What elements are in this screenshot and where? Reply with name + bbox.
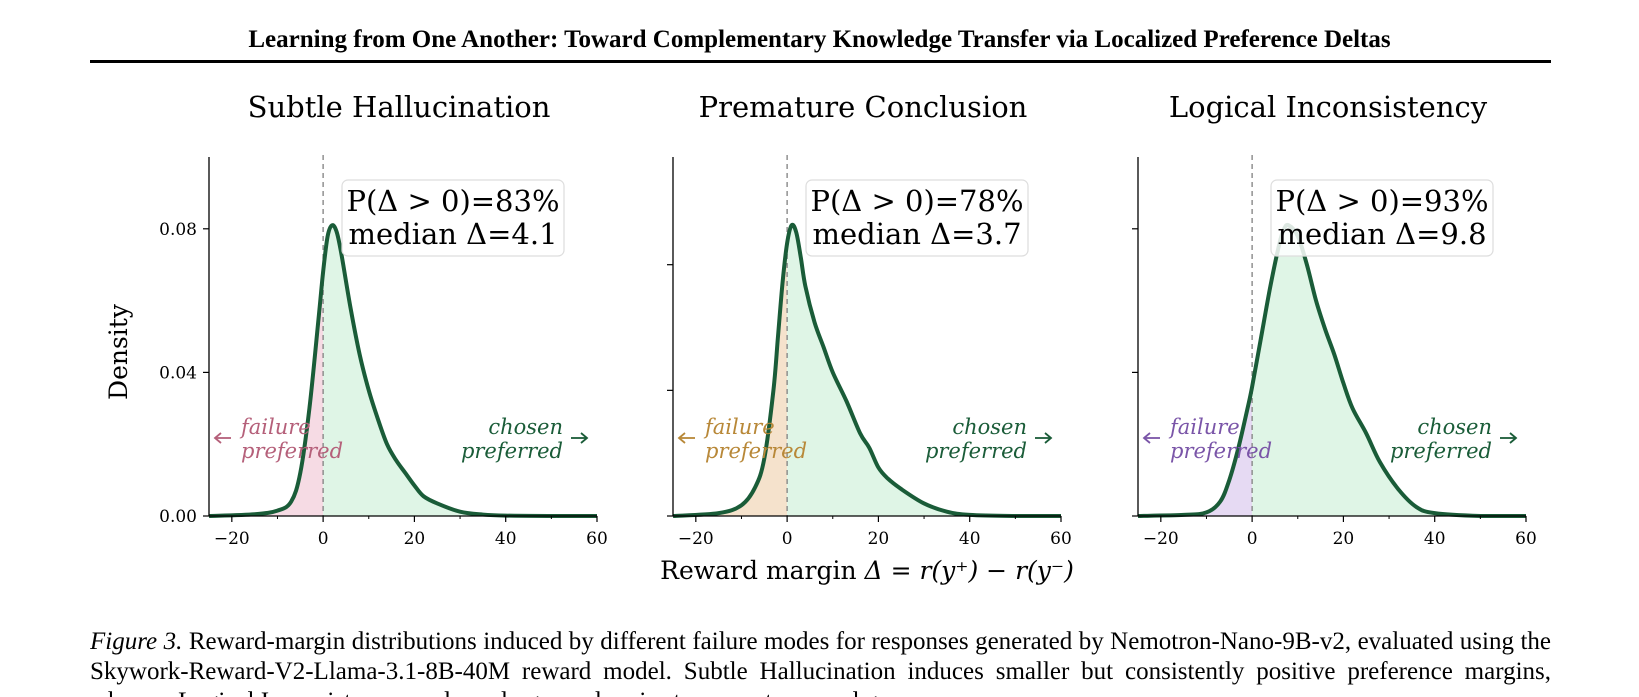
- annotation-median: median Δ=9.8: [1277, 217, 1486, 251]
- x-tick-label: −20: [678, 529, 714, 549]
- annotation-probability: P(Δ > 0)=83%: [346, 184, 559, 218]
- y-axis-label: Density: [104, 303, 133, 400]
- annotation-box: [341, 179, 565, 257]
- failure-preferred-label-line1: failure: [1168, 415, 1240, 439]
- x-tick-label: 0: [782, 529, 793, 549]
- failure-preferred-label-line2: preferred: [1170, 439, 1272, 463]
- annotation-probability: P(Δ > 0)=78%: [810, 184, 1023, 218]
- left-arrowhead-icon: [1142, 432, 1151, 444]
- left-arrowhead-icon: [677, 432, 686, 444]
- x-tick-label: 40: [959, 529, 981, 549]
- x-axis-label-prefix: Reward margin: [660, 556, 864, 585]
- chosen-preferred-label-line1: chosen: [1417, 415, 1492, 439]
- y-tick-label: 0.08: [159, 220, 197, 240]
- x-tick-label: 0: [1247, 529, 1258, 549]
- x-tick-label: 20: [404, 529, 426, 549]
- x-tick-label: 0: [318, 529, 329, 549]
- left-arrowhead-icon: [213, 432, 222, 444]
- negative-region-fill: [209, 271, 324, 516]
- x-axis-label-math: Δ = r(y⁺) − r(y⁻): [864, 556, 1074, 585]
- caption-text-block: Figure 3. Reward-margin distributions in…: [90, 627, 1551, 697]
- density-curve: [672, 222, 1061, 518]
- panel-title: Premature Conclusion: [699, 90, 1028, 124]
- chosen-preferred-label-line1: chosen: [488, 415, 563, 439]
- x-tick-label: 40: [1424, 529, 1446, 549]
- positive-region-fill: [787, 225, 1061, 516]
- y-tick-label: 0.04: [159, 363, 197, 383]
- chosen-preferred-label-line2: preferred: [925, 439, 1027, 463]
- caption-text: Reward-margin distributions induced by d…: [90, 628, 1551, 697]
- negative-region-fill: [1138, 386, 1253, 516]
- header-rule: [90, 60, 1551, 63]
- chosen-preferred-label-line2: preferred: [1390, 439, 1492, 463]
- x-axis-label: Reward margin Δ = r(y⁺) − r(y⁻): [660, 556, 1074, 585]
- x-tick-label: 20: [1333, 529, 1355, 549]
- right-arrowhead-icon: [1044, 432, 1053, 444]
- annotation-probability: P(Δ > 0)=93%: [1275, 184, 1488, 218]
- panel-title: Subtle Hallucination: [248, 90, 551, 124]
- failure-preferred-label-line2: preferred: [705, 439, 807, 463]
- annotation-box: [805, 179, 1029, 257]
- x-tick-label: 60: [1050, 529, 1072, 549]
- failure-preferred-label-line1: failure: [703, 415, 775, 439]
- failure-preferred-label-line2: preferred: [241, 439, 343, 463]
- panel-2: Premature Conclusion −20 0 20 40 60 P(Δ > 0)=7…: [667, 90, 1072, 549]
- figure-3: Subtle Hallucination −20 0 20 40 60 0.00 0.04 0.…: [104, 90, 1537, 585]
- x-tick-label: −20: [1143, 529, 1179, 549]
- caption-label: Figure 3.: [90, 628, 183, 655]
- annotation-box: [1270, 179, 1494, 257]
- paper-running-title: Learning from One Another: Toward Comple…: [248, 26, 1391, 53]
- positive-region-fill: [323, 225, 597, 516]
- annotation-median: median Δ=4.1: [348, 217, 557, 251]
- failure-preferred-label-line1: failure: [239, 415, 311, 439]
- x-tick-label: 40: [495, 529, 517, 549]
- chosen-preferred-label-line2: preferred: [461, 439, 563, 463]
- x-tick-label: 60: [1515, 529, 1537, 549]
- chosen-preferred-label-line1: chosen: [952, 415, 1027, 439]
- x-tick-label: 60: [586, 529, 608, 549]
- panel-title: Logical Inconsistency: [1169, 90, 1488, 124]
- negative-region-fill: [673, 243, 788, 516]
- density-curve: [208, 223, 597, 518]
- x-tick-label: −20: [214, 529, 250, 549]
- positive-region-fill: [1252, 225, 1526, 516]
- right-arrowhead-icon: [580, 432, 589, 444]
- right-arrowhead-icon: [1509, 432, 1518, 444]
- annotation-median: median Δ=3.7: [812, 217, 1021, 251]
- panel-1: Subtle Hallucination −20 0 20 40 60 0.00 0.04 0.…: [159, 90, 608, 549]
- x-tick-label: 20: [868, 529, 890, 549]
- y-tick-label: 0.00: [159, 507, 197, 527]
- panel-3: Logical Inconsistency −20 0 20 40 60 P(Δ > 0)=…: [1132, 90, 1537, 549]
